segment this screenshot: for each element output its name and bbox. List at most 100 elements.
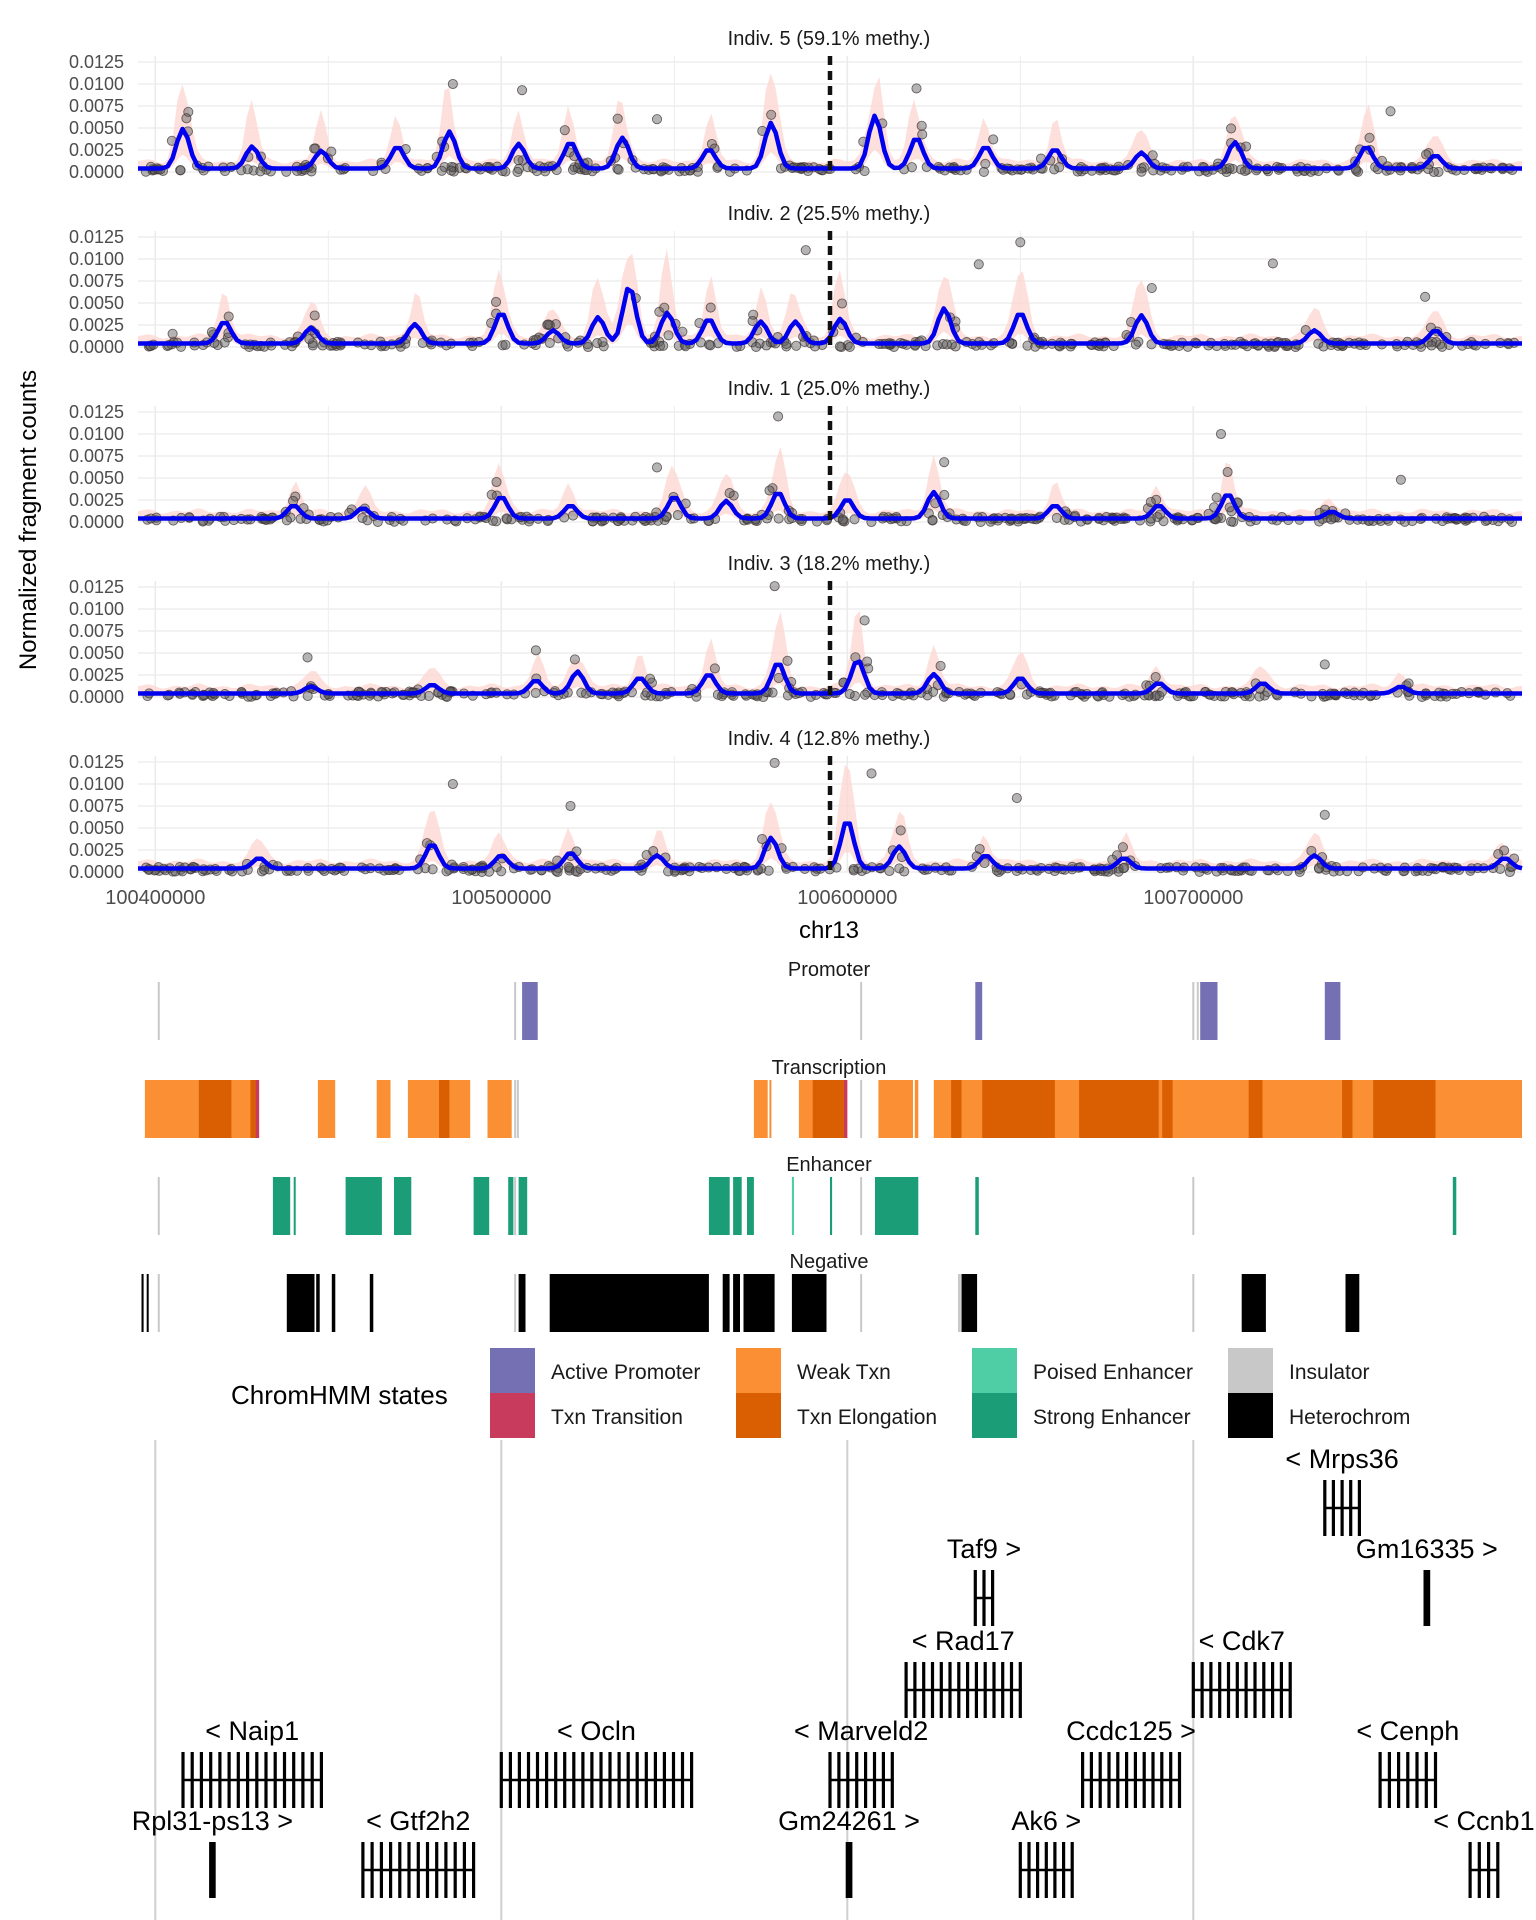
exon bbox=[301, 1752, 305, 1808]
state-segment bbox=[518, 1274, 526, 1332]
exon bbox=[236, 1752, 240, 1808]
exon bbox=[1070, 1842, 1074, 1898]
exon bbox=[837, 1752, 841, 1808]
data-point bbox=[567, 164, 579, 175]
exon bbox=[499, 1752, 503, 1808]
exon bbox=[1125, 1752, 1129, 1808]
exon bbox=[1218, 1662, 1222, 1718]
y-tick-label: 0.0050 bbox=[69, 468, 124, 488]
exon bbox=[181, 1752, 185, 1808]
state-segment bbox=[982, 1080, 1055, 1138]
y-tick-label: 0.0075 bbox=[69, 446, 124, 466]
exon bbox=[545, 1752, 549, 1808]
exon bbox=[1177, 1752, 1182, 1808]
state-segment bbox=[250, 1080, 256, 1138]
exon bbox=[212, 1842, 216, 1898]
exon bbox=[904, 1662, 908, 1718]
y-tick-label: 0.0050 bbox=[69, 643, 124, 663]
exon bbox=[1081, 1752, 1085, 1808]
data-point bbox=[565, 800, 576, 812]
y-tick-label: 0.0100 bbox=[69, 249, 124, 269]
gene-label: < Ocln bbox=[557, 1716, 636, 1746]
state-segment bbox=[975, 982, 983, 1040]
data-point bbox=[167, 328, 178, 339]
exon bbox=[282, 1752, 287, 1808]
exon bbox=[508, 1752, 512, 1808]
data-point bbox=[309, 310, 320, 321]
data-point bbox=[769, 581, 780, 592]
y-tick-label: 0.0025 bbox=[69, 315, 124, 335]
data-point bbox=[326, 146, 337, 157]
gene-label: Rpl31-ps13 > bbox=[132, 1806, 293, 1836]
data-point bbox=[357, 512, 368, 524]
exon bbox=[435, 1842, 439, 1898]
track-enhancer: Enhancer bbox=[157, 1154, 1457, 1235]
y-tick-label: 0.0075 bbox=[69, 621, 124, 641]
legend-swatch bbox=[490, 1393, 535, 1438]
data-point bbox=[781, 341, 792, 352]
gene-rpl31-ps13: Rpl31-ps13 > bbox=[132, 1806, 293, 1898]
gene-label: < Naip1 bbox=[205, 1716, 299, 1746]
exon bbox=[379, 1842, 383, 1898]
legend-swatch bbox=[972, 1348, 1017, 1393]
exon bbox=[635, 1752, 639, 1808]
state-segment bbox=[753, 1080, 768, 1138]
data-point bbox=[420, 863, 431, 874]
exon bbox=[1062, 1842, 1066, 1898]
state-segment bbox=[747, 1177, 754, 1235]
data-point bbox=[709, 663, 720, 674]
state-segment bbox=[345, 1177, 382, 1235]
data-point bbox=[613, 164, 624, 175]
exon bbox=[209, 1752, 213, 1808]
data-point bbox=[447, 778, 458, 790]
exon bbox=[974, 1662, 978, 1718]
state-segment bbox=[975, 1177, 979, 1235]
state-segment bbox=[1200, 982, 1218, 1040]
state-segment bbox=[549, 1274, 709, 1332]
gene-gtf2h2: < Gtf2h2 bbox=[361, 1806, 476, 1898]
data-point bbox=[862, 656, 873, 667]
data-point bbox=[486, 489, 497, 500]
track-transcription: Transcription bbox=[144, 1057, 1522, 1138]
exon bbox=[864, 1752, 868, 1808]
state-segment bbox=[708, 1177, 730, 1235]
exon bbox=[319, 1752, 323, 1808]
panel-title: Indiv. 2 (25.5% methy.) bbox=[728, 203, 931, 225]
data-point bbox=[939, 457, 950, 468]
data-point bbox=[866, 768, 877, 779]
data-point bbox=[848, 865, 859, 876]
state-segment bbox=[376, 1080, 391, 1138]
exon bbox=[855, 1752, 859, 1808]
data-point bbox=[844, 689, 855, 700]
legend-swatch bbox=[1228, 1393, 1273, 1438]
exon bbox=[1425, 1570, 1429, 1626]
exon bbox=[680, 1752, 685, 1808]
exon bbox=[881, 1752, 885, 1808]
exon bbox=[653, 1752, 657, 1808]
exon bbox=[1387, 1752, 1391, 1808]
confidence-ribbon bbox=[138, 610, 1522, 696]
legend-label: Txn Transition bbox=[551, 1406, 683, 1429]
exon bbox=[1001, 1662, 1005, 1718]
exon bbox=[982, 1570, 986, 1626]
exon bbox=[644, 1752, 648, 1808]
data-point bbox=[175, 165, 186, 176]
exon bbox=[526, 1752, 531, 1808]
data-point bbox=[911, 83, 922, 94]
state-segment bbox=[508, 1177, 514, 1235]
data-point bbox=[559, 125, 570, 136]
data-point bbox=[658, 340, 669, 351]
exon bbox=[626, 1752, 630, 1808]
exon bbox=[199, 1752, 203, 1808]
track-promoter: Promoter bbox=[157, 959, 1341, 1040]
data-point bbox=[1211, 492, 1222, 503]
state-segment bbox=[522, 982, 538, 1040]
gene-label: < Marveld2 bbox=[794, 1716, 928, 1746]
legend-label: Weak Txn bbox=[797, 1361, 891, 1384]
y-tick-label: 0.0000 bbox=[69, 862, 124, 882]
legend-label: Active Promoter bbox=[551, 1361, 700, 1384]
data-point bbox=[1226, 123, 1237, 134]
data-point bbox=[941, 339, 952, 350]
